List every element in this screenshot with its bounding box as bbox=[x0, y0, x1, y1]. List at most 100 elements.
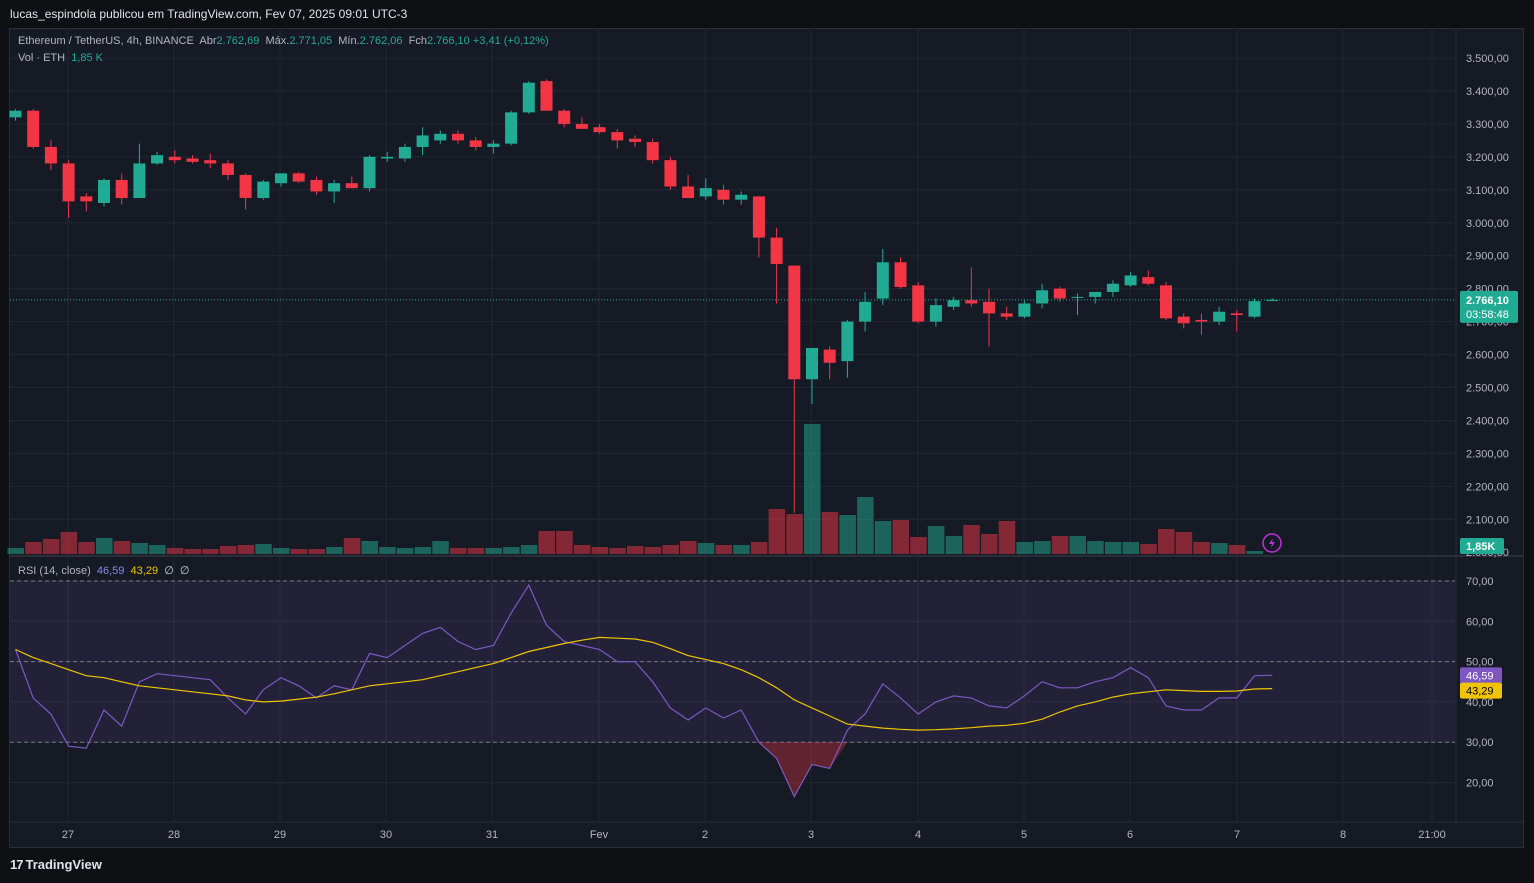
volume-bar bbox=[361, 541, 378, 554]
price-tick-label: 2.200,00 bbox=[1466, 481, 1509, 493]
volume-bar bbox=[166, 548, 184, 554]
volume-bar bbox=[202, 549, 219, 554]
volume-bar bbox=[768, 509, 786, 554]
volume-bar bbox=[839, 515, 856, 554]
candle-body bbox=[575, 123, 588, 129]
change-value: +3,41 (+0,12%) bbox=[472, 35, 549, 47]
candle-body bbox=[239, 174, 252, 199]
candle-body bbox=[345, 183, 358, 189]
price-tick-label: 3.400,00 bbox=[1466, 86, 1509, 98]
volume-bar bbox=[149, 545, 166, 554]
price-tick-label: 3.500,00 bbox=[1466, 53, 1509, 65]
candle-body bbox=[859, 301, 872, 322]
candle-body bbox=[522, 82, 535, 113]
time-tick-label: 7 bbox=[1234, 829, 1240, 841]
candle-body bbox=[98, 179, 110, 203]
candle-body bbox=[1000, 313, 1013, 317]
volume-bar bbox=[219, 546, 237, 554]
candle-body bbox=[558, 110, 571, 124]
volume-bar bbox=[627, 546, 644, 554]
time-tick-label: 30 bbox=[380, 829, 392, 841]
candle-body bbox=[1230, 313, 1243, 316]
price-tick-label: 3.000,00 bbox=[1466, 218, 1509, 230]
candle-body bbox=[328, 183, 341, 192]
time-tick-label: 28 bbox=[168, 829, 180, 841]
rsi-tick-label: 20,00 bbox=[1466, 778, 1494, 790]
tradingview-logo[interactable]: 17 TradingView bbox=[10, 857, 102, 872]
price-tick-label: 3.300,00 bbox=[1466, 119, 1509, 131]
low-value: 2.762,06 bbox=[359, 35, 403, 47]
rsi-ma-tag-value: 43,29 bbox=[1466, 686, 1494, 698]
volume-bar bbox=[786, 514, 803, 554]
rsi-tick-label: 50,00 bbox=[1466, 657, 1494, 669]
candle-body bbox=[646, 142, 659, 161]
candle-body bbox=[44, 146, 57, 164]
volume-bar bbox=[1104, 542, 1122, 554]
volume-bar bbox=[662, 545, 679, 554]
volume-bar bbox=[1034, 541, 1051, 554]
volume-bar bbox=[573, 545, 591, 554]
candle-body bbox=[416, 135, 429, 147]
volume-bar bbox=[432, 541, 449, 554]
symbol-label[interactable]: Ethereum / TetherUS, 4h, BINANCE bbox=[18, 35, 194, 47]
volume-bar bbox=[42, 539, 60, 554]
volume-bar bbox=[998, 521, 1016, 554]
candle-body bbox=[770, 237, 783, 264]
volume-bar bbox=[644, 547, 662, 554]
brand-label: TradingView bbox=[25, 857, 102, 872]
volume-tag-value: 1,85K bbox=[1466, 541, 1495, 553]
candle-body bbox=[876, 262, 889, 299]
candle-body bbox=[1036, 290, 1049, 304]
time-tick-label: 2 bbox=[702, 829, 708, 841]
rsi-tag-value: 46,59 bbox=[1466, 670, 1494, 682]
volume-bar bbox=[520, 545, 538, 554]
candle-body bbox=[398, 146, 411, 159]
time-tick-label: 5 bbox=[1021, 829, 1027, 841]
rsi-axis: 70,00 60,00 50,00 40,00 30,00 20,00 bbox=[1466, 576, 1494, 790]
volume-bar bbox=[733, 545, 750, 554]
volume-bar bbox=[1193, 542, 1210, 554]
candle-body bbox=[452, 133, 464, 141]
candle-body bbox=[699, 188, 712, 197]
volume-bar bbox=[503, 547, 520, 554]
candle-body bbox=[168, 156, 181, 161]
volume-bar bbox=[927, 526, 945, 554]
close-value: 2.766,10 bbox=[426, 35, 470, 47]
candle-body bbox=[629, 138, 641, 143]
candle-body bbox=[1089, 291, 1102, 297]
volume-bar bbox=[556, 531, 573, 554]
candle-body bbox=[310, 179, 323, 192]
rsi-extra-1: ∅ bbox=[164, 565, 174, 577]
volume-bar bbox=[945, 536, 963, 554]
candle-body bbox=[275, 173, 287, 184]
volume-bar bbox=[857, 497, 874, 554]
candle-body bbox=[806, 347, 818, 380]
volume-bar bbox=[7, 548, 24, 554]
volume-bar bbox=[1051, 536, 1069, 554]
volume-bar bbox=[1140, 544, 1157, 554]
volume-bar bbox=[1122, 542, 1140, 554]
open-label: Abr bbox=[199, 35, 217, 47]
rsi-label[interactable]: RSI (14, close) bbox=[18, 565, 91, 577]
volume-bar bbox=[1016, 542, 1033, 554]
volume-bar bbox=[1087, 541, 1104, 554]
time-tick-label: 4 bbox=[915, 829, 921, 841]
axis-tags: 2.766,10 03:58:48 1,85K 46,59 43,29 bbox=[1262, 290, 1518, 699]
volume-bar bbox=[96, 538, 113, 554]
candle-body bbox=[1266, 299, 1279, 301]
alert-bolt-icon bbox=[1262, 533, 1282, 553]
price-tag bbox=[1460, 290, 1518, 323]
candle-body bbox=[1018, 303, 1031, 317]
chart-frame[interactable] bbox=[9, 28, 1524, 848]
volume-label[interactable]: Vol · ETH bbox=[18, 52, 66, 64]
volume-bar bbox=[804, 424, 821, 554]
alert-bolt-glyph bbox=[1269, 538, 1275, 548]
volume-bar bbox=[892, 520, 909, 554]
price-tag-value: 2.766,10 bbox=[1466, 295, 1509, 307]
candle-body bbox=[894, 262, 907, 288]
volume-bar bbox=[1228, 545, 1246, 554]
ohlc-legend: Ethereum / TetherUS, 4h, BINANCE Abr 2.76… bbox=[18, 35, 549, 47]
candle-body bbox=[965, 300, 978, 304]
time-tick-label: 29 bbox=[274, 829, 286, 841]
